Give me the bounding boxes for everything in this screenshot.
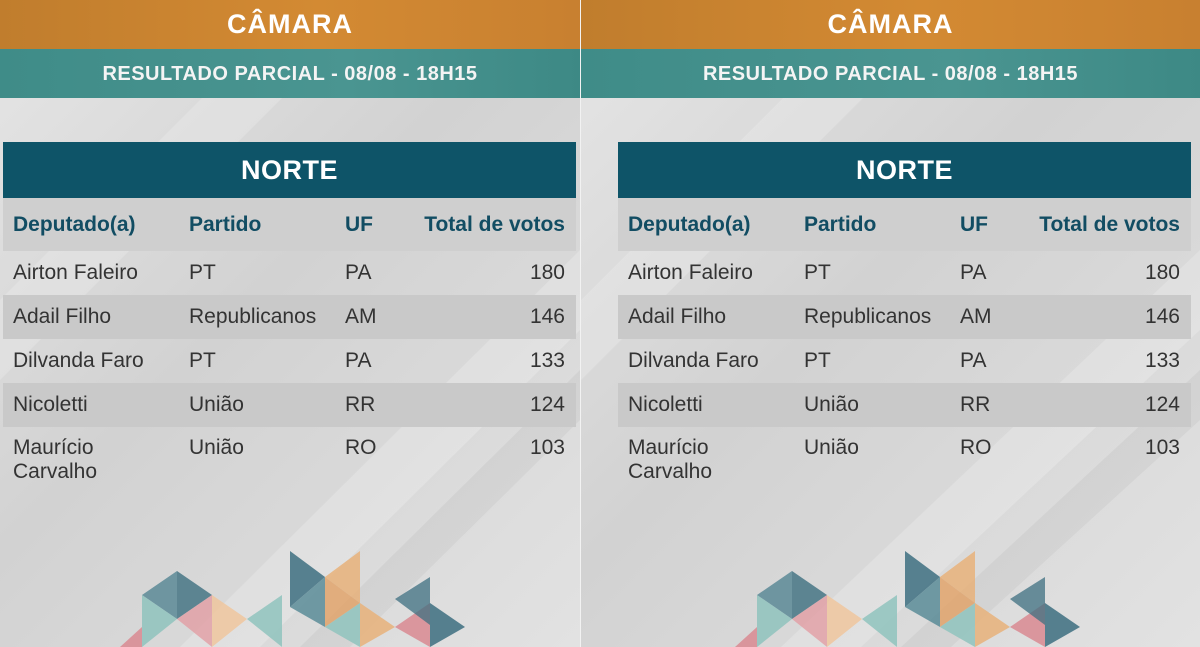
deputy-name: Maurício Carvalho (628, 436, 713, 483)
deputy-name: Adail Filho (13, 305, 112, 328)
state: PA (960, 349, 987, 372)
deputy-name: Maurício Carvalho (13, 436, 98, 483)
state: AM (960, 305, 992, 328)
party: PT (804, 349, 831, 372)
vote-total: 124 (529, 393, 565, 416)
party: União (804, 436, 859, 459)
party: PT (189, 261, 216, 284)
vote-total: 180 (1144, 261, 1180, 284)
chamber-header: CÂMARA (581, 0, 1200, 49)
table-row: Nicoletti União RR 124 (618, 383, 1191, 427)
table-row: Maurício Carvalho União RO 103 (618, 427, 1191, 502)
vote-total: 124 (1144, 393, 1180, 416)
region-title: NORTE (618, 142, 1191, 198)
table-row: Adail Filho Republicanos AM 146 (3, 295, 576, 339)
state: PA (960, 261, 987, 284)
deputy-name: Dilvanda Faro (628, 349, 759, 372)
deputy-name: Dilvanda Faro (13, 349, 144, 372)
results-panel-left: CÂMARA RESULTADO PARCIAL - 08/08 - 18H15… (0, 0, 580, 647)
state: RR (345, 393, 376, 416)
column-header-deputy: Deputado(a) (628, 212, 751, 236)
party: PT (804, 261, 831, 284)
column-header-deputy: Deputado(a) (13, 212, 136, 236)
results-table-container: NORTE Deputado(a) Partido UF Total de vo… (3, 142, 576, 502)
deputy-name: Adail Filho (628, 305, 727, 328)
deputy-name: Nicoletti (13, 393, 88, 416)
column-header-party: Partido (804, 212, 877, 236)
table-row: Dilvanda Faro PT PA 133 (618, 339, 1191, 383)
party: União (189, 393, 244, 416)
column-header-votes: Total de votos (424, 212, 565, 236)
region-title: NORTE (3, 142, 576, 198)
column-header-votes: Total de votos (1039, 212, 1180, 236)
vote-total: 180 (529, 261, 565, 284)
state: RO (345, 436, 377, 459)
vote-total: 146 (529, 305, 565, 328)
results-table: Deputado(a) Partido UF Total de votos Ai… (618, 198, 1191, 502)
column-header-party: Partido (189, 212, 262, 236)
party: PT (189, 349, 216, 372)
state: RR (960, 393, 991, 416)
party: União (189, 436, 244, 459)
table-row: Airton Faleiro PT PA 180 (3, 251, 576, 295)
vote-total: 133 (529, 349, 565, 372)
deputy-name: Airton Faleiro (13, 261, 138, 284)
state: RO (960, 436, 992, 459)
table-row: Adail Filho Republicanos AM 146 (618, 295, 1191, 339)
party: Republicanos (804, 305, 932, 328)
table-row: Airton Faleiro PT PA 180 (618, 251, 1191, 295)
table-row: Nicoletti União RR 124 (3, 383, 576, 427)
column-header-state: UF (960, 212, 988, 236)
state: PA (345, 261, 372, 284)
table-header-row: Deputado(a) Partido UF Total de votos (618, 198, 1191, 251)
geometric-decoration (120, 551, 465, 647)
vote-total: 103 (529, 436, 565, 459)
table-header-row: Deputado(a) Partido UF Total de votos (3, 198, 576, 251)
state: PA (345, 349, 372, 372)
party: União (804, 393, 859, 416)
vote-total: 146 (1144, 305, 1180, 328)
deputy-name: Airton Faleiro (628, 261, 753, 284)
vote-total: 103 (1144, 436, 1180, 459)
results-panel-right: CÂMARA RESULTADO PARCIAL - 08/08 - 18H15… (580, 0, 1200, 647)
geometric-decoration (735, 551, 1080, 647)
state: AM (345, 305, 377, 328)
vote-total: 133 (1144, 349, 1180, 372)
table-row: Maurício Carvalho União RO 103 (3, 427, 576, 502)
deputy-name: Nicoletti (628, 393, 703, 416)
partial-result-subheader: RESULTADO PARCIAL - 08/08 - 18H15 (581, 49, 1200, 98)
party: Republicanos (189, 305, 317, 328)
chamber-header: CÂMARA (0, 0, 580, 49)
results-table-container: NORTE Deputado(a) Partido UF Total de vo… (618, 142, 1191, 502)
results-table: Deputado(a) Partido UF Total de votos Ai… (3, 198, 576, 502)
column-header-state: UF (345, 212, 373, 236)
table-row: Dilvanda Faro PT PA 133 (3, 339, 576, 383)
partial-result-subheader: RESULTADO PARCIAL - 08/08 - 18H15 (0, 49, 580, 98)
